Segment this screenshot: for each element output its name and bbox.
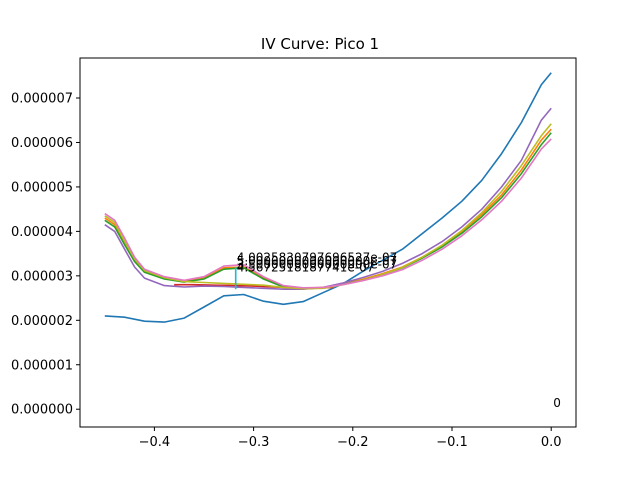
annotation-label: 3.5000000000000000e-07 (237, 257, 398, 271)
x-tick-label: 0.0 (541, 435, 562, 450)
chart-title: IV Curve: Pico 1 (261, 35, 379, 53)
annotation-label: 0 (553, 396, 561, 410)
y-tick-label: 0.000006 (11, 136, 73, 151)
plot-area-frame (79, 57, 577, 428)
annotation-layer: 4.0025830797696527e-075.0000000000000000… (237, 251, 561, 411)
annotation-label: 4.5672518187741e-07 (237, 260, 375, 274)
y-tick-label: 0.000002 (11, 314, 73, 329)
series-line-1 (104, 72, 552, 323)
x-tick-label: −0.3 (238, 435, 270, 450)
y-tick-label: 0.000001 (11, 358, 73, 373)
y-tick-label: 0.000003 (11, 269, 73, 284)
series-line-7 (104, 138, 552, 289)
y-tick-label: 0.000004 (11, 225, 73, 240)
annotation-label: 4.0025830797696527e-07 (237, 251, 398, 265)
x-axis: −0.4 −0.3 −0.2 −0.1 0.0 (139, 427, 562, 450)
annotation-label: 5.0000000000000000e-07 (237, 254, 398, 268)
y-tick-label: 0.000007 (11, 92, 73, 107)
y-tick-label: 0.000005 (11, 180, 73, 195)
y-axis: 0.000000 0.000001 0.000002 0.000003 0.000004… (11, 92, 80, 418)
series-layer (104, 72, 552, 323)
x-tick-label: −0.2 (337, 435, 369, 450)
series-line-6 (104, 123, 552, 290)
x-tick-label: −0.4 (139, 435, 171, 450)
y-tick-label: 0.000000 (11, 403, 73, 418)
x-tick-label: −0.1 (436, 435, 468, 450)
